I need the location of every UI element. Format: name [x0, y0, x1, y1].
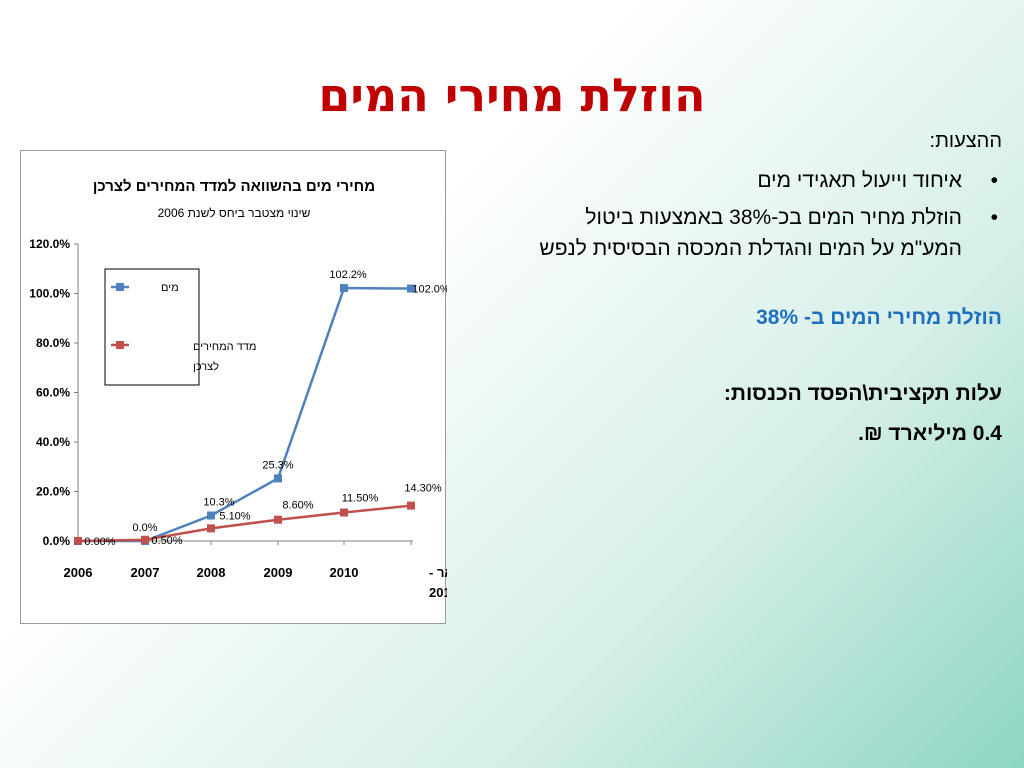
data-label: 102.0%: [412, 284, 447, 296]
series-2-point: [340, 508, 348, 517]
x-tick-label: אפריל 2011: [429, 585, 447, 600]
chart-subtitle: שינוי מצטבר ביחס לשנת 2006: [158, 206, 311, 220]
data-label: 8.60%: [282, 500, 313, 512]
data-label: 25.3%: [262, 459, 293, 471]
slide-title: הוזלת מחירי המים: [318, 68, 706, 122]
data-label: 11.50%: [342, 493, 379, 505]
legend-label: לצרכן: [193, 360, 219, 373]
data-label: 5.10%: [219, 510, 250, 522]
cost-value: 0.4 מיליארד ₪.: [858, 422, 1002, 445]
y-tick-label: 20.0%: [36, 485, 70, 499]
bullet-item: איחוד וייעול תאגידי מים: [532, 165, 1002, 196]
series-2-point: [407, 501, 415, 510]
cost-heading: עלות תקציבית\הפסד הכנסות:: [723, 382, 1002, 405]
suggestions-heading: ההצעות:: [929, 130, 1002, 152]
y-tick-label: 60.0%: [36, 386, 70, 400]
chart-panel: מחירי מים בהשוואה למדד המחירים לצרכן שינו…: [20, 150, 447, 624]
x-tick-label: ינואר -: [429, 565, 447, 580]
bullet-list: איחוד וייעול תאגידי מים הוזלת מחיר המים …: [532, 165, 1002, 264]
text-panel: ההצעות: איחוד וייעול תאגידי מים הוזלת מח…: [532, 130, 1002, 446]
legend-swatch-marker: [116, 283, 124, 291]
series-1-point: [274, 474, 282, 483]
series-1-point: [407, 284, 415, 293]
legend-label: מים: [161, 282, 179, 294]
chart-title: מחירי מים בהשוואה למדד המחירים לצרכן: [93, 178, 375, 195]
x-tick-label: 2010: [330, 565, 359, 580]
chart-svg: מחירי מים בהשוואה למדד המחירים לצרכן שינו…: [29, 178, 447, 600]
legend-swatch-marker: [116, 341, 124, 349]
x-tick-label: 2009: [264, 565, 293, 580]
bullet-item: הוזלת מחיר המים בכ-38% באמצעות ביטול המע…: [532, 202, 1002, 264]
x-tick-label: 2006: [64, 565, 93, 580]
y-tick-label: 0.0%: [43, 534, 71, 548]
series-1-point: [207, 511, 215, 520]
series-line-2: [77, 504, 412, 543]
data-label: 0.50%: [151, 535, 182, 547]
data-label: 0.0%: [132, 522, 157, 534]
data-label: 0.00%: [84, 536, 115, 548]
highlight-text: הוזלת מחירי המים ב- 38%: [756, 306, 1002, 329]
y-tick-label: 80.0%: [36, 336, 70, 350]
x-tick-label: 2008: [197, 565, 226, 580]
series-2-point: [74, 537, 82, 545]
y-tick-label: 40.0%: [36, 435, 70, 449]
series-2-point: [141, 535, 149, 544]
series-1-point: [340, 284, 348, 293]
data-label: 102.2%: [329, 269, 367, 281]
legend-label: מדד המחירים: [193, 341, 256, 353]
data-label: 14.30%: [404, 483, 442, 495]
x-tick-label: 2007: [131, 565, 160, 580]
series-2-point: [207, 524, 215, 533]
y-tick-label: 120.0%: [29, 237, 70, 251]
y-tick-label: 100.0%: [29, 287, 70, 301]
series-2-point: [274, 515, 282, 524]
data-label: 10.3%: [203, 497, 234, 509]
